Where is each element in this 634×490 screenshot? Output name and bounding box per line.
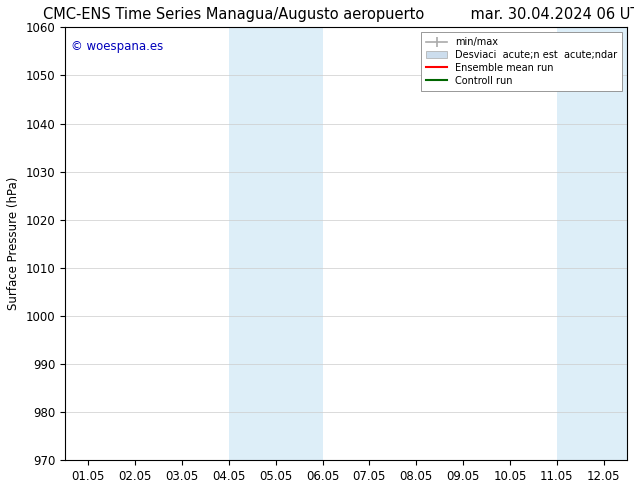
Legend: min/max, Desviaci  acute;n est  acute;ndar, Ensemble mean run, Controll run: min/max, Desviaci acute;n est acute;ndar… [421,32,622,91]
Bar [557,27,634,460]
Title: CMC-ENS Time Series Managua/Augusto aeropuerto          mar. 30.04.2024 06 UTC: CMC-ENS Time Series Managua/Augusto aero… [43,7,634,22]
Y-axis label: Surface Pressure (hPa): Surface Pressure (hPa) [7,177,20,311]
Text: © woespana.es: © woespana.es [70,40,163,53]
Bar [229,27,323,460]
